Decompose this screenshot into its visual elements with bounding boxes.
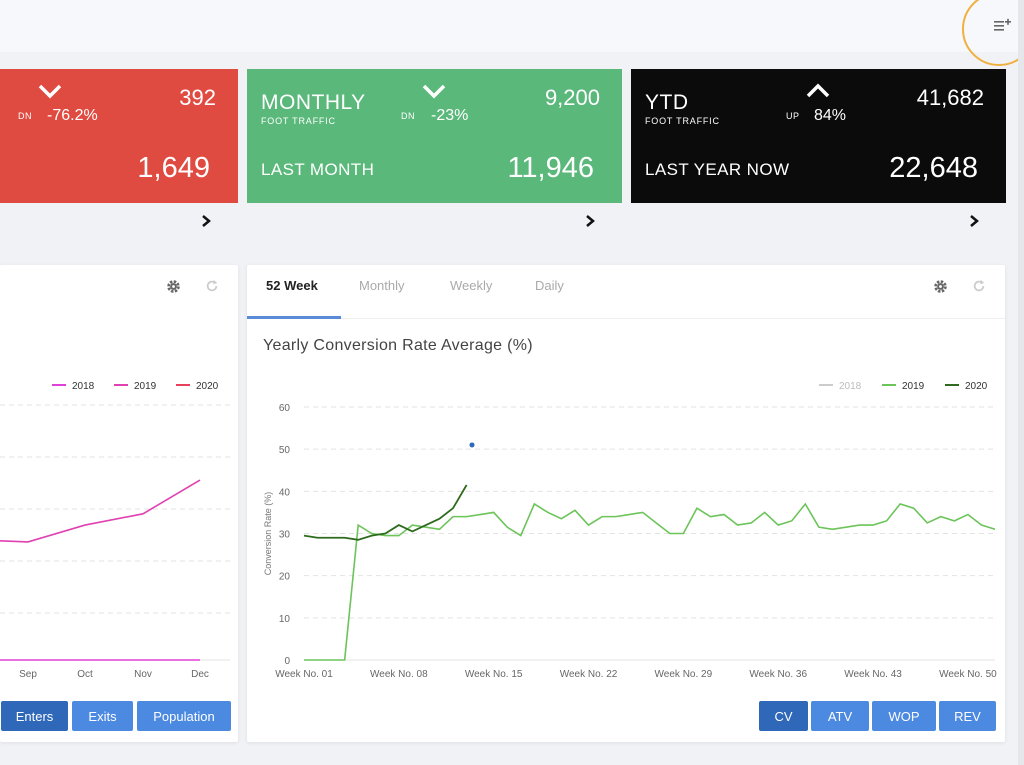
cv-button[interactable]: CV <box>759 701 808 731</box>
x-tick-label: Week No. 22 <box>560 669 618 680</box>
gear-icon[interactable] <box>933 279 948 294</box>
y-axis-label: Conversion Rate (%) <box>263 492 273 576</box>
kpi-card-ytd: YTD FOOT TRAFFIC UP 84% 41,682 LAST YEAR… <box>631 69 1006 203</box>
kpi-change: -23% <box>431 107 469 124</box>
x-tick-label: Week No. 08 <box>370 669 428 680</box>
chevron-down-icon <box>422 84 446 99</box>
x-tick-label: Week No. 43 <box>844 669 902 680</box>
tab-daily[interactable]: Daily <box>535 278 564 293</box>
kpi-card-daily: DN -76.2% 392 1,649 <box>0 69 238 203</box>
kpi-direction: DN <box>18 111 32 121</box>
kpi-title: MONTHLY <box>261 91 366 114</box>
x-tick-label: Week No. 29 <box>655 669 713 680</box>
y-tick-label: 60 <box>279 403 291 414</box>
x-tick-label: Nov <box>134 669 152 680</box>
y-tick-label: 30 <box>279 530 291 541</box>
kpi-current-value: 392 <box>179 85 216 110</box>
y-tick-label: 50 <box>279 445 291 456</box>
y-tick-label: 0 <box>284 656 290 667</box>
tab-divider <box>247 318 1005 319</box>
rev-button[interactable]: REV <box>939 701 996 731</box>
y-tick-label: 40 <box>279 487 291 498</box>
kpi-current-value: 41,682 <box>916 85 984 110</box>
kpi-compare-value: 1,649 <box>137 152 210 184</box>
x-tick-label: Week No. 15 <box>465 669 523 680</box>
kpi-direction: DN <box>401 111 415 121</box>
add-widget-button[interactable] <box>962 0 1024 66</box>
traffic-line-chart: Sep Oct Nov Dec 2018 2019 2020 <box>0 381 230 680</box>
chevron-right-icon[interactable] <box>585 214 595 228</box>
kpi-subtitle: FOOT TRAFFIC <box>261 116 336 126</box>
legend-label: 2019 <box>134 381 157 392</box>
traffic-chart-card: Sep Oct Nov Dec 2018 2019 2020 Enters Exits Po… <box>0 265 238 742</box>
chart-title: Yearly Conversion Rate Average (%) <box>263 337 533 354</box>
page-scrollbar[interactable] <box>1018 0 1024 765</box>
gear-icon[interactable] <box>166 279 181 294</box>
active-tab-indicator <box>247 316 341 319</box>
x-tick-label: Week No. 01 <box>275 669 333 680</box>
chevron-right-icon[interactable] <box>201 214 211 228</box>
refresh-icon[interactable] <box>972 279 986 293</box>
kpi-compare-label: LAST MONTH <box>261 160 375 179</box>
y-tick-label: 10 <box>279 614 291 625</box>
conversion-line-chart: 0 10 20 30 40 50 60 Week No. 01 Week No. 08 Week … <box>263 381 997 680</box>
kpi-compare-value: 22,648 <box>889 152 978 184</box>
enters-button[interactable]: Enters <box>1 701 68 731</box>
add-list-icon <box>994 18 1011 31</box>
tab-monthly[interactable]: Monthly <box>359 278 405 293</box>
kpi-title: YTD <box>645 91 689 114</box>
legend-label: 2020 <box>965 381 988 392</box>
x-tick-label: Sep <box>19 669 37 680</box>
series-line-2020 <box>303 484 468 541</box>
tab-weekly[interactable]: Weekly <box>450 278 493 293</box>
kpi-compare-label: LAST YEAR NOW <box>645 160 790 179</box>
kpi-direction: UP <box>786 111 800 121</box>
chevron-down-icon <box>38 84 62 99</box>
refresh-icon[interactable] <box>205 279 219 293</box>
conversion-chart-card: 52 Week Monthly Weekly Daily Yearly Conv… <box>247 265 1005 742</box>
population-button[interactable]: Population <box>137 701 231 731</box>
y-tick-label: 20 <box>279 572 291 583</box>
chevron-up-icon <box>806 83 830 98</box>
exits-button[interactable]: Exits <box>72 701 133 731</box>
chevron-right-icon[interactable] <box>969 214 979 228</box>
data-point-marker <box>469 442 475 448</box>
x-tick-label: Week No. 50 <box>939 669 997 680</box>
atv-button[interactable]: ATV <box>811 701 869 731</box>
top-bar <box>0 0 1024 52</box>
kpi-compare-value: 11,946 <box>507 152 594 184</box>
tab-52-week[interactable]: 52 Week <box>266 278 318 293</box>
wop-button[interactable]: WOP <box>872 701 936 731</box>
legend-label: 2018 <box>72 381 95 392</box>
kpi-subtitle: FOOT TRAFFIC <box>645 116 720 126</box>
kpi-change: 84% <box>814 107 847 124</box>
kpi-card-monthly: MONTHLY FOOT TRAFFIC DN -23% 9,200 LAST … <box>247 69 622 203</box>
x-tick-label: Oct <box>77 669 93 680</box>
legend-label: 2020 <box>196 381 219 392</box>
series-line-2019 <box>0 479 201 543</box>
x-tick-label: Week No. 36 <box>749 669 807 680</box>
kpi-change: -76.2% <box>47 107 98 124</box>
series-line-2019 <box>304 502 996 661</box>
x-tick-label: Dec <box>191 669 209 680</box>
legend-label: 2019 <box>902 381 925 392</box>
kpi-current-value: 9,200 <box>544 85 600 110</box>
legend-label: 2018 <box>839 381 862 392</box>
